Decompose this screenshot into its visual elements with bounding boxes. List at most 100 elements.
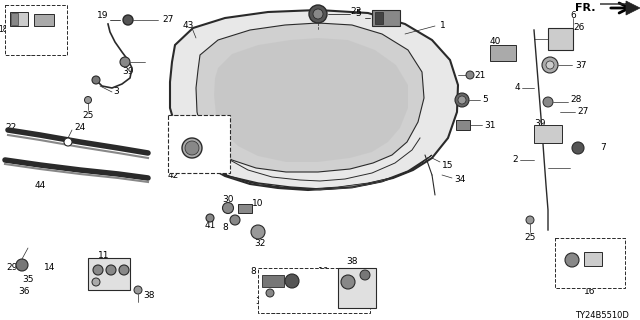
Text: 28: 28: [570, 95, 581, 105]
Text: FR.: FR.: [575, 3, 596, 13]
Circle shape: [119, 265, 129, 275]
Text: 5: 5: [355, 10, 361, 19]
Bar: [548, 28, 573, 50]
Circle shape: [313, 9, 323, 19]
Circle shape: [542, 57, 558, 73]
Text: 6: 6: [570, 11, 576, 20]
Text: 8: 8: [222, 223, 228, 233]
Circle shape: [526, 216, 534, 224]
Bar: [490, 45, 516, 61]
Text: 7: 7: [600, 143, 605, 153]
Circle shape: [84, 97, 92, 103]
Text: 3: 3: [113, 87, 119, 97]
Circle shape: [92, 76, 100, 84]
Bar: [372, 10, 400, 26]
Bar: [168, 115, 230, 173]
Circle shape: [565, 253, 579, 267]
Text: 20: 20: [34, 26, 44, 35]
Circle shape: [223, 203, 234, 213]
Circle shape: [455, 93, 469, 107]
Bar: [238, 204, 252, 213]
Circle shape: [458, 96, 466, 104]
Text: 27: 27: [577, 108, 588, 116]
Text: 21: 21: [474, 70, 485, 79]
Circle shape: [543, 97, 553, 107]
Text: 13: 13: [270, 308, 282, 316]
Circle shape: [341, 275, 355, 289]
Circle shape: [572, 142, 584, 154]
Text: 14: 14: [44, 263, 56, 273]
Circle shape: [93, 265, 103, 275]
Text: 29: 29: [6, 263, 18, 273]
Circle shape: [134, 286, 142, 294]
Text: 39: 39: [534, 118, 545, 127]
Polygon shape: [210, 155, 432, 190]
Text: 23: 23: [351, 7, 362, 17]
Circle shape: [230, 215, 240, 225]
Bar: [375, 12, 383, 24]
Text: 30: 30: [222, 196, 234, 204]
Text: 26: 26: [573, 23, 584, 33]
Text: TY24B5510D: TY24B5510D: [575, 310, 629, 319]
Circle shape: [185, 141, 199, 155]
Text: 32: 32: [254, 238, 266, 247]
Circle shape: [309, 5, 327, 23]
Polygon shape: [170, 10, 458, 190]
Polygon shape: [196, 23, 424, 172]
Bar: [338, 268, 376, 308]
Bar: [88, 258, 130, 290]
Text: 11: 11: [99, 251, 109, 260]
Circle shape: [182, 138, 202, 158]
Text: 20: 20: [584, 242, 594, 251]
Text: 44: 44: [35, 180, 45, 189]
Polygon shape: [214, 38, 408, 162]
Text: 41: 41: [204, 220, 216, 229]
Text: 8: 8: [250, 268, 256, 276]
Circle shape: [123, 15, 133, 25]
Circle shape: [106, 265, 116, 275]
Circle shape: [92, 278, 100, 286]
Text: 10: 10: [252, 199, 264, 209]
Circle shape: [466, 71, 474, 79]
Text: B-42: B-42: [172, 115, 197, 125]
Text: 38: 38: [143, 291, 154, 300]
Text: 38: 38: [346, 258, 358, 267]
Text: 5: 5: [482, 95, 488, 105]
Text: 37: 37: [575, 60, 586, 69]
Text: 16: 16: [584, 287, 596, 297]
Text: 1: 1: [440, 21, 445, 30]
Text: 33: 33: [255, 298, 267, 307]
Bar: [34, 14, 54, 26]
Text: 43: 43: [183, 20, 195, 29]
Bar: [262, 275, 284, 287]
Text: 10: 10: [318, 268, 330, 276]
Text: 42: 42: [168, 171, 179, 180]
Text: 18: 18: [0, 26, 8, 35]
Circle shape: [266, 289, 274, 297]
Text: 2: 2: [513, 156, 518, 164]
Text: 15: 15: [442, 161, 454, 170]
Circle shape: [16, 259, 28, 271]
Text: 25: 25: [524, 233, 536, 242]
Bar: [555, 238, 625, 288]
Bar: [10, 12, 28, 26]
Bar: [258, 268, 370, 313]
Circle shape: [64, 138, 72, 146]
Bar: [534, 125, 562, 143]
Bar: [584, 252, 602, 266]
Circle shape: [546, 61, 554, 69]
Text: 39: 39: [122, 68, 134, 76]
Circle shape: [285, 274, 299, 288]
Text: 27: 27: [162, 15, 173, 25]
Bar: [456, 120, 470, 130]
Text: 22: 22: [5, 123, 16, 132]
Bar: [5, 5, 67, 55]
Polygon shape: [600, 1, 640, 15]
Bar: [11, 13, 18, 25]
Text: 34: 34: [454, 175, 465, 185]
Text: 40: 40: [490, 37, 501, 46]
Text: 19: 19: [97, 11, 108, 20]
Text: 35: 35: [22, 276, 33, 284]
Circle shape: [206, 214, 214, 222]
Text: 24: 24: [74, 124, 85, 132]
